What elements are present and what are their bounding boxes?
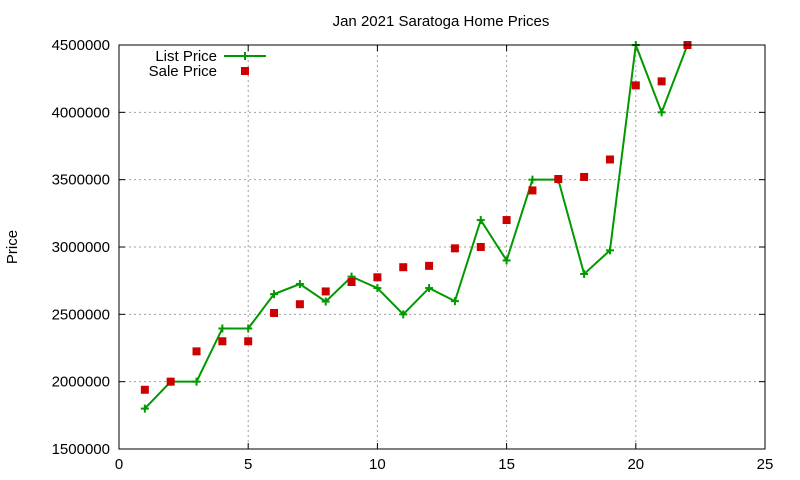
sale-price-point: [373, 273, 382, 282]
legend-marker-sale-price: [241, 67, 249, 75]
legend-label-sale-price: Sale Price: [149, 63, 217, 80]
list-price-point: [244, 324, 253, 333]
y-tick-label: 3000000: [52, 239, 110, 256]
y-tick-label: 3500000: [52, 172, 110, 189]
list-price-point: [580, 269, 589, 278]
list-price-point: [605, 246, 614, 255]
x-tick-label: 20: [627, 456, 644, 473]
list-price-point: [270, 290, 279, 299]
x-tick-label: 15: [498, 456, 515, 473]
legend-marker-list-price: [241, 52, 249, 60]
list-price-point: [476, 216, 485, 225]
list-price-point: [425, 284, 434, 293]
sale-price-point: [140, 385, 149, 394]
legend: List Price Sale Price: [149, 48, 266, 80]
plot-frame: [118, 44, 766, 450]
list-price-point: [450, 297, 459, 306]
sale-price-point: [631, 81, 640, 90]
sale-price-point: [605, 155, 614, 164]
sale-price-point: [270, 308, 279, 317]
list-price-point: [502, 256, 511, 265]
legend-swatch-list-price: [224, 52, 266, 60]
sale-price-point: [580, 172, 589, 181]
sale-price-point: [347, 278, 356, 287]
sale-price-point: [192, 347, 201, 356]
sale-price-point: [321, 287, 330, 296]
sale-price-point: [399, 263, 408, 272]
sale-price-point: [244, 337, 253, 346]
y-axis-label: Price: [4, 230, 21, 264]
tick-labels: 0 5 10 15 20 25 1500000 2000000 2500000 3000000 35…: [52, 37, 774, 473]
list-price-point: [192, 377, 201, 386]
grid: [119, 45, 765, 449]
sale-price-point: [166, 377, 175, 386]
series-layer: [140, 41, 692, 413]
x-tick-label: 0: [115, 456, 123, 473]
list-price-point: [295, 280, 304, 289]
sale-price-point: [657, 77, 666, 86]
y-tick-label: 1500000: [52, 441, 110, 458]
list-price-point: [140, 404, 149, 413]
legend-label-list-price: List Price: [155, 48, 217, 65]
sale-price-point: [502, 216, 511, 225]
list-price-line: [144, 44, 689, 410]
list-price-point: [657, 108, 666, 117]
list-price-point: [373, 284, 382, 293]
legend-swatch-sale-price: [241, 67, 249, 75]
sale-price-point: [425, 261, 434, 270]
y-tick-label: 2500000: [52, 306, 110, 323]
y-tick-label: 4500000: [52, 37, 110, 54]
sale-price-point: [218, 337, 227, 346]
chart-title: Jan 2021 Saratoga Home Prices: [333, 13, 550, 30]
y-tick-label: 2000000: [52, 374, 110, 391]
sale-price-point: [528, 186, 537, 195]
y-tick-label: 4000000: [52, 104, 110, 121]
x-tick-label: 5: [244, 456, 252, 473]
list-price-point: [218, 324, 227, 333]
list-price-point: [528, 175, 537, 184]
sale-price-point: [295, 300, 304, 309]
sale-price-point: [554, 174, 563, 183]
list-price-point: [321, 297, 330, 306]
x-tick-label: 10: [369, 456, 386, 473]
sale-price-point: [476, 243, 485, 251]
sale-price-point: [450, 244, 459, 253]
list-price-point: [399, 310, 408, 319]
x-tick-label: 25: [757, 456, 774, 473]
